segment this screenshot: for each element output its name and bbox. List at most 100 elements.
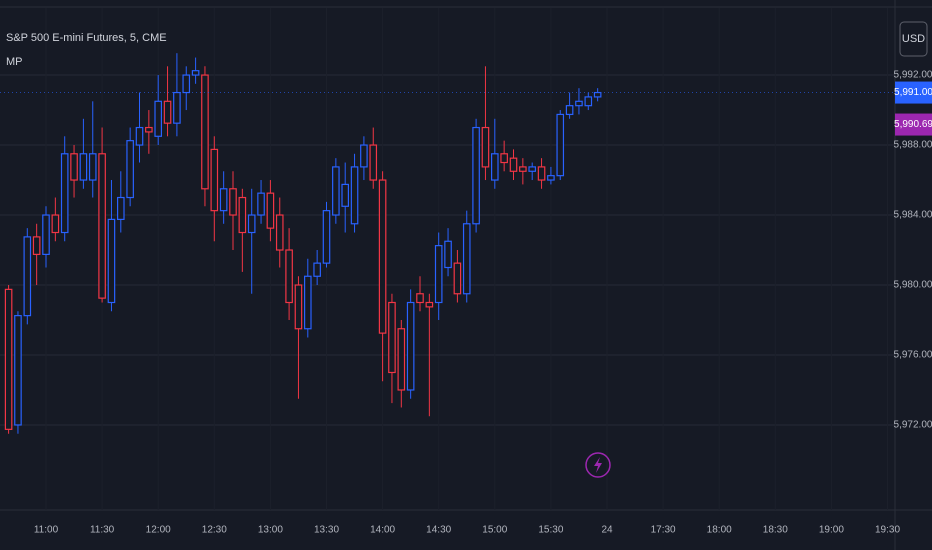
last-price-tag <box>895 81 932 104</box>
candle-body <box>210 148 219 212</box>
y-tick-label: 5,992.00 <box>894 70 932 81</box>
candle-body <box>14 315 22 426</box>
x-tick-label: 24 <box>601 525 613 536</box>
candle-body <box>528 166 537 172</box>
candle-body <box>229 188 237 216</box>
candle-body <box>145 126 153 133</box>
candle-body <box>416 293 424 304</box>
chart-title: S&P 500 E-mini Futures, 5, CME <box>6 32 167 44</box>
candle-body <box>509 157 518 172</box>
candle-body <box>238 196 247 234</box>
candle-body <box>593 91 602 98</box>
candle-body <box>4 288 13 430</box>
candle-body <box>60 153 69 234</box>
candle-body <box>369 144 378 181</box>
x-tick-label: 11:30 <box>90 525 115 536</box>
candle-body <box>266 192 275 229</box>
x-tick-label: 15:00 <box>482 525 507 536</box>
event-circle[interactable] <box>585 452 611 478</box>
event-icon[interactable] <box>585 452 611 478</box>
x-tick-label: 12:00 <box>146 525 171 536</box>
x-tick-label: 13:00 <box>258 525 283 536</box>
x-tick-label: 14:30 <box>426 525 451 536</box>
candle-body <box>135 126 144 146</box>
candle-body <box>163 100 172 124</box>
currency-button[interactable] <box>899 21 928 57</box>
y-tick-label: 5,980.00 <box>894 280 932 291</box>
candle-body <box>350 166 359 225</box>
candle-body <box>434 245 443 304</box>
candle-body <box>462 223 471 295</box>
candle-body <box>332 166 340 216</box>
candle-body <box>275 214 284 251</box>
candle-body <box>388 301 396 374</box>
candle-body <box>406 301 415 391</box>
candle-body <box>182 74 191 94</box>
candle-body <box>491 153 499 181</box>
candles <box>4 53 602 434</box>
candle-body <box>154 100 163 137</box>
x-tick-label: 17:30 <box>651 525 676 536</box>
candle-body <box>472 126 480 225</box>
candle-body <box>88 153 97 181</box>
candle-body <box>51 214 60 234</box>
y-tick-label: 5,984.00 <box>894 210 932 221</box>
candle-body <box>425 301 434 308</box>
candle-body <box>70 153 78 181</box>
x-tick-label: 19:00 <box>819 525 844 536</box>
candle-body <box>575 100 583 107</box>
y-tick-label: 5,972.00 <box>894 420 932 431</box>
x-tick-label: 11:00 <box>34 525 59 536</box>
candle-body <box>304 275 312 330</box>
x-tick-label: 18:30 <box>763 525 788 536</box>
candle-body <box>247 214 256 234</box>
candle-body <box>500 153 508 164</box>
candle-body <box>519 166 527 172</box>
candle-body <box>191 70 200 76</box>
candle-body <box>444 240 452 269</box>
candle-body <box>341 183 350 207</box>
candle-body <box>547 175 555 181</box>
currency-label[interactable]: USD <box>902 33 925 45</box>
candle-body <box>23 236 32 317</box>
candle-body <box>98 153 106 299</box>
x-tick-label: 18:00 <box>707 525 732 536</box>
candle-body <box>453 262 462 295</box>
y-tick-label: 5,988.00 <box>894 140 932 151</box>
candle-body <box>42 214 50 255</box>
candle-body <box>219 188 228 212</box>
candle-body <box>32 236 41 255</box>
candle-body <box>556 113 565 177</box>
candle-body <box>257 192 265 216</box>
candle-body <box>79 153 88 181</box>
x-tick-label: 13:30 <box>314 525 339 536</box>
candle-body <box>537 166 546 181</box>
x-tick-label: 12:30 <box>202 525 227 536</box>
last-price-label: 5,991.00 <box>894 87 932 98</box>
candle-body <box>116 196 125 220</box>
indicator-label: 5,990.69 <box>894 119 932 130</box>
candle-body <box>294 284 303 330</box>
candle-body <box>322 210 331 264</box>
candle-body <box>107 218 116 304</box>
event-bolt[interactable] <box>594 457 602 473</box>
x-tick-label: 19:30 <box>875 525 900 536</box>
candle-body <box>173 91 181 124</box>
y-tick-label: 5,976.00 <box>894 350 932 361</box>
candle-body <box>378 179 387 334</box>
candle-body <box>285 249 293 304</box>
indicator-name[interactable]: MP <box>6 56 23 68</box>
x-tick-label: 14:00 <box>370 525 395 536</box>
x-tick-label: 15:30 <box>538 525 563 536</box>
candle-body <box>584 96 593 107</box>
candle-body <box>481 126 490 168</box>
candle-body <box>313 262 321 277</box>
candle-body <box>397 328 406 391</box>
candle-body <box>565 105 574 116</box>
candle-body <box>201 74 209 190</box>
candle-body <box>360 144 368 168</box>
candle-body <box>126 140 134 199</box>
indicator-tag <box>895 113 932 136</box>
